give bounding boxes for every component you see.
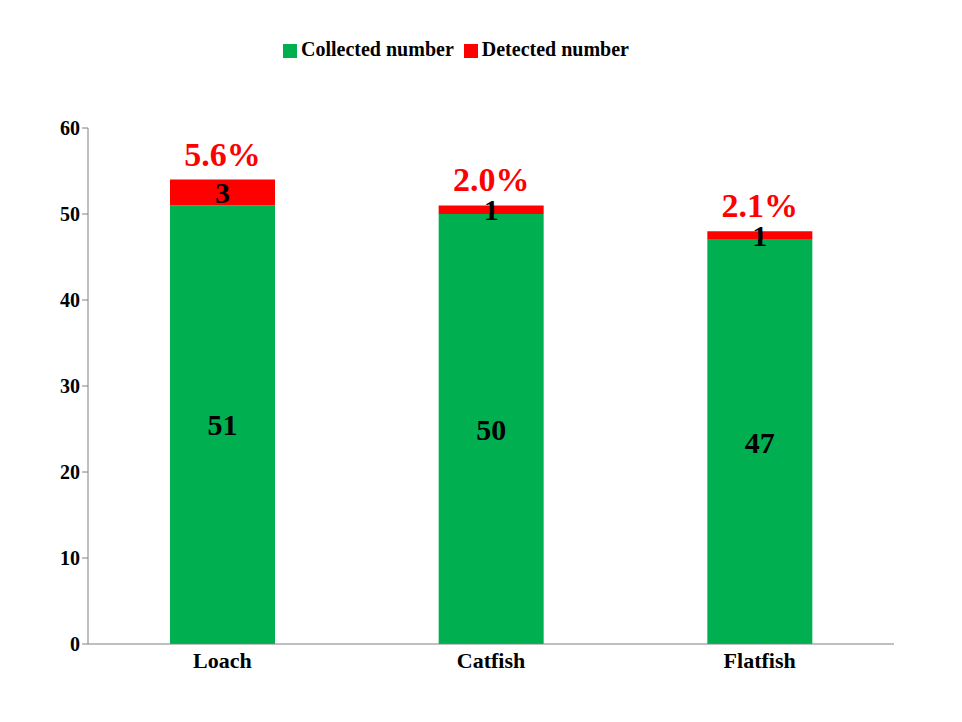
svg-text:50: 50 [60,203,80,225]
svg-text:Flatfish: Flatfish [724,648,796,673]
svg-text:20: 20 [60,461,80,483]
svg-text:3: 3 [215,176,230,209]
svg-text:5.6%: 5.6% [184,136,261,173]
svg-text:50: 50 [476,413,506,446]
svg-text:1: 1 [752,219,768,253]
svg-text:47: 47 [745,426,775,459]
svg-text:40: 40 [60,289,80,311]
svg-text:10: 10 [60,547,80,569]
svg-text:2.1%: 2.1% [722,187,799,224]
svg-text:Catfish: Catfish [457,648,525,673]
svg-text:1: 1 [483,193,499,227]
svg-text:30: 30 [60,375,80,397]
svg-text:51: 51 [208,408,238,441]
html-text:Detected number: Detected number [481,38,629,60]
svg-text:Loach: Loach [193,648,252,673]
svg-text:60: 60 [60,117,80,139]
html-text:Collected number: Collected number [301,38,454,60]
svg-text:2.0%: 2.0% [453,161,530,198]
svg-text:0: 0 [70,633,80,655]
